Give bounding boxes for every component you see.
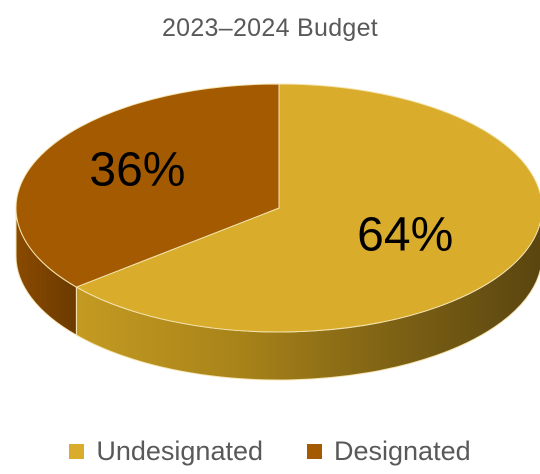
chart-title: 2023–2024 Budget xyxy=(161,14,379,42)
legend-item-undesignated: Undesignated xyxy=(69,436,263,467)
pie-slice-designated xyxy=(15,83,280,288)
legend-item-designated: Designated xyxy=(307,436,471,467)
legend: Undesignated Designated xyxy=(0,436,540,467)
pie-slice-undesignated xyxy=(75,83,540,333)
legend-swatch-undesignated xyxy=(69,444,85,459)
data-label-undesignated: 64% xyxy=(357,208,453,261)
legend-label-undesignated: Undesignated xyxy=(96,436,264,466)
legend-swatch-designated xyxy=(307,444,323,459)
legend-label-designated: Designated xyxy=(334,436,471,466)
data-label-designated: 36% xyxy=(89,143,185,196)
